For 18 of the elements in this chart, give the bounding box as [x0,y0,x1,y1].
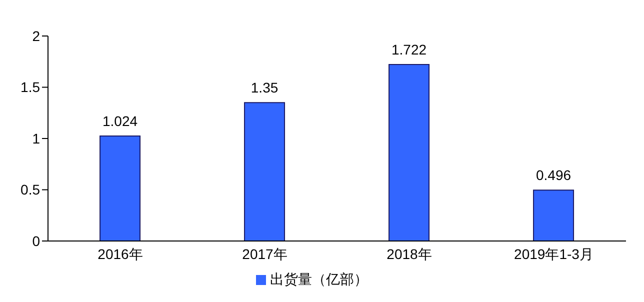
x-tick-label: 2019年1-3月 [514,246,594,262]
y-tick-label: 0.5 [20,182,40,198]
y-tick-label: 1.5 [20,79,40,96]
legend-label: 出货量（亿部） [270,271,368,287]
x-tick-label: 2017年 [242,246,288,262]
data-label: 0.496 [536,167,572,184]
bar [388,64,430,241]
data-label: 1.35 [250,80,278,96]
bar [100,136,141,241]
x-tick-label: 2018年 [386,246,432,262]
y-tick-label: 2 [32,28,40,44]
y-tick-label: 1 [32,130,40,146]
bar [244,102,286,241]
bar [533,190,574,241]
data-label: 1.722 [391,41,427,58]
data-label: 1.024 [102,113,138,130]
y-tick-label: 0 [32,232,40,249]
x-tick-label: 2016年 [98,246,143,262]
